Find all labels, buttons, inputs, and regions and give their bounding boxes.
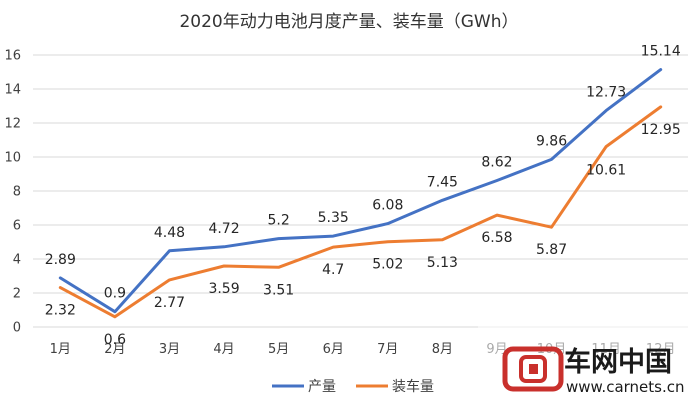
series-line-installed bbox=[58, 105, 663, 319]
x-tick-label: 8月 bbox=[432, 342, 453, 357]
data-label: 6.58 bbox=[481, 230, 512, 246]
data-label: 4.7 bbox=[322, 262, 344, 278]
data-label: 0.9 bbox=[104, 286, 126, 302]
chart-title: 2020年动力电池月度产量、装车量（GWh） bbox=[179, 12, 518, 32]
data-label: 5.02 bbox=[372, 257, 403, 273]
y-tick-label: 10 bbox=[4, 151, 21, 166]
legend-label: 产量 bbox=[308, 379, 336, 395]
data-label: 2.89 bbox=[45, 252, 76, 268]
data-label: 7.45 bbox=[427, 174, 458, 190]
x-tick-label: 5月 bbox=[268, 342, 289, 357]
watermark: 车网中国 www.carnets.cn bbox=[478, 325, 699, 397]
data-label: 15.14 bbox=[641, 44, 681, 60]
data-label: 8.62 bbox=[481, 154, 512, 170]
y-tick-label: 0 bbox=[13, 321, 21, 336]
data-label: 5.2 bbox=[267, 213, 289, 229]
data-label: 2.32 bbox=[45, 303, 76, 319]
data-labels: 2.89 0.9 4.48 4.72 5.2 5.35 6.08 7.45 8.62 9.86 12… bbox=[45, 44, 681, 348]
data-label: 6.08 bbox=[372, 198, 403, 214]
y-tick-label: 4 bbox=[13, 253, 21, 268]
x-tick-label: 6月 bbox=[323, 342, 344, 357]
data-label: 10.61 bbox=[586, 163, 626, 179]
data-label: 12.95 bbox=[641, 122, 681, 138]
data-label: 5.87 bbox=[536, 242, 567, 258]
data-label: 3.59 bbox=[208, 281, 239, 297]
watermark-brand: 车网中国 bbox=[564, 346, 672, 378]
data-label: 4.72 bbox=[208, 221, 239, 237]
x-tick-label: 3月 bbox=[159, 342, 180, 357]
x-tick-label: 2月 bbox=[104, 342, 125, 357]
y-tick-label: 8 bbox=[13, 185, 21, 200]
data-label: 4.48 bbox=[154, 225, 185, 241]
data-label: 5.13 bbox=[427, 255, 458, 271]
y-axis: 0 2 4 6 8 10 12 14 16 bbox=[4, 49, 21, 336]
series-line-production bbox=[58, 68, 663, 314]
data-label: 9.86 bbox=[536, 133, 567, 149]
watermark-url: www.carnets.cn bbox=[566, 378, 685, 396]
data-label: 0.6 bbox=[104, 332, 126, 348]
data-label: 5.35 bbox=[318, 210, 349, 226]
y-tick-label: 16 bbox=[4, 49, 21, 64]
y-tick-label: 6 bbox=[13, 219, 21, 234]
x-tick-label: 1月 bbox=[50, 342, 71, 357]
y-tick-label: 14 bbox=[4, 83, 21, 98]
y-tick-label: 12 bbox=[4, 117, 21, 132]
series-lines bbox=[58, 68, 663, 319]
legend: 产量 装车量 bbox=[272, 378, 434, 395]
gridlines bbox=[33, 54, 688, 328]
y-tick-label: 2 bbox=[13, 287, 21, 302]
x-tick-label: 4月 bbox=[213, 342, 234, 357]
data-label: 12.73 bbox=[586, 85, 626, 101]
legend-label: 装车量 bbox=[392, 378, 434, 395]
carnets-logo-icon bbox=[502, 346, 564, 392]
data-label: 3.51 bbox=[263, 282, 294, 298]
data-label: 2.77 bbox=[154, 295, 185, 311]
x-tick-label: 7月 bbox=[377, 342, 398, 357]
